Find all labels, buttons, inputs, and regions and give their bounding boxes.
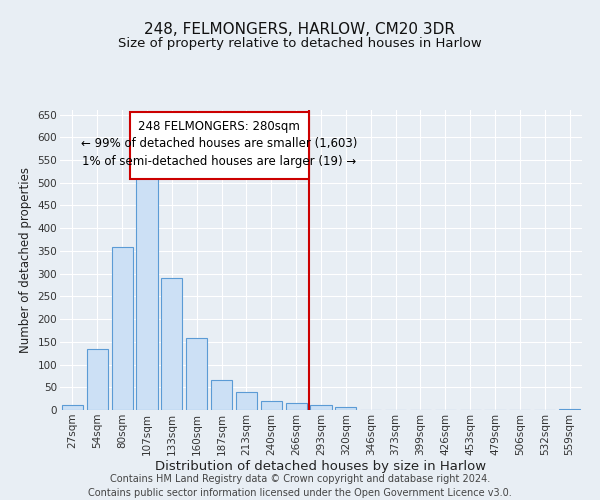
- Bar: [62, 406, 83, 410]
- Bar: [186, 338, 207, 410]
- Bar: [236, 392, 257, 410]
- FancyBboxPatch shape: [130, 112, 308, 179]
- Bar: [310, 404, 332, 410]
- Bar: [335, 407, 356, 410]
- Text: ← 99% of detached houses are smaller (1,603): ← 99% of detached houses are smaller (1,…: [81, 138, 357, 150]
- Bar: [211, 380, 232, 410]
- X-axis label: Distribution of detached houses by size in Harlow: Distribution of detached houses by size …: [155, 460, 487, 473]
- Bar: [286, 403, 307, 410]
- Text: Contains HM Land Registry data © Crown copyright and database right 2024.
Contai: Contains HM Land Registry data © Crown c…: [88, 474, 512, 498]
- Bar: [87, 348, 108, 410]
- Bar: [559, 409, 580, 410]
- Y-axis label: Number of detached properties: Number of detached properties: [19, 167, 32, 353]
- Text: Size of property relative to detached houses in Harlow: Size of property relative to detached ho…: [118, 38, 482, 51]
- Bar: [136, 167, 158, 410]
- Bar: [112, 248, 133, 410]
- Text: 1% of semi-detached houses are larger (19) →: 1% of semi-detached houses are larger (1…: [82, 156, 356, 168]
- Text: 248, FELMONGERS, HARLOW, CM20 3DR: 248, FELMONGERS, HARLOW, CM20 3DR: [145, 22, 455, 38]
- Bar: [261, 401, 282, 410]
- Text: 248 FELMONGERS: 280sqm: 248 FELMONGERS: 280sqm: [138, 120, 300, 134]
- Bar: [161, 278, 182, 410]
